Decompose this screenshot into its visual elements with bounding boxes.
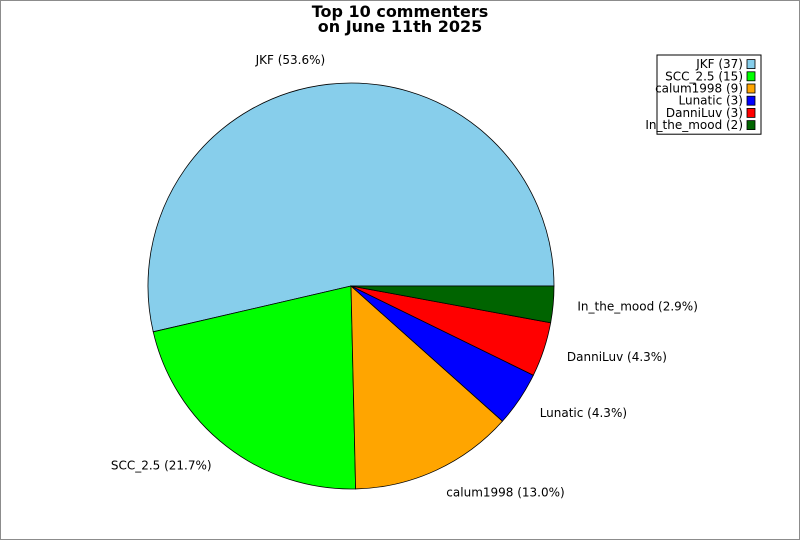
pie-slice-scc-2-5 [152,285,357,490]
legend-label-jkf: JKF (37) [695,57,743,71]
slice-label-calum1998: calum1998 (13.0%) [446,485,564,499]
pie-slice-jkf [147,82,555,333]
chart-title-line-2: on June 11th 2025 [318,17,483,36]
legend-swatch-in-the-mood [746,120,756,130]
pie-slices [147,82,555,490]
legend-swatch-jkf [746,59,756,69]
legend-label-lunatic: Lunatic (3) [679,94,744,108]
slice-label-in-the-mood: In_the_mood (2.9%) [577,300,698,314]
chart-title-line-1: Top 10 commenters [312,2,489,21]
legend-label-in-the-mood: In_the_mood (2) [645,118,743,132]
legend-label-scc-2-5: SCC_2.5 (15) [665,69,743,83]
legend: JKF (37)SCC_2.5 (15)calum1998 (9)Lunatic… [645,54,762,135]
pie-slice-in-the-mood [350,285,555,324]
legend-swatch-calum1998 [746,83,756,94]
legend-swatch-danniluv [746,108,756,118]
slice-label-danniluv: DanniLuv (4.3%) [567,350,667,364]
legend-swatch-lunatic [746,95,756,106]
slice-label-lunatic: Lunatic (4.3%) [540,406,627,420]
legend-swatch-scc-2-5 [746,71,756,82]
legend-frame [656,54,762,135]
pie-slice-calum1998 [350,285,504,490]
pie-slice-labels: JKF (53.6%) SCC_2.5 (21.7%) calum1998 (13.… [111,53,698,499]
slice-label-scc-2-5: SCC_2.5 (21.7%) [111,459,212,473]
slice-label-jkf: JKF (53.6%) [255,53,326,67]
legend-label-danniluv: DanniLuv (3) [666,106,743,120]
legend-label-calum1998: calum1998 (9) [655,82,743,96]
